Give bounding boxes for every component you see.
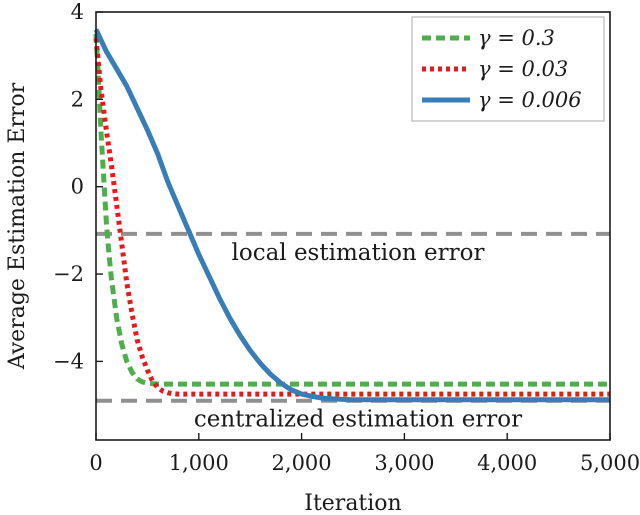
- series-line: [93, 28, 610, 403]
- y-tick-label: −4: [53, 349, 84, 373]
- legend-label: γ = 0.3: [478, 26, 555, 50]
- y-tick-label: 4: [71, 0, 84, 24]
- x-tick-label: 4,000: [477, 451, 537, 475]
- x-tick-label: 1,000: [169, 451, 229, 475]
- legend-label: γ = 0.03: [478, 57, 568, 81]
- legend: γ = 0.3 γ = 0.03 γ = 0.006: [411, 16, 605, 122]
- legend-label: γ = 0.006: [478, 88, 582, 112]
- data-series: [93, 28, 610, 403]
- series-line: [93, 33, 610, 387]
- y-axis-title: Average Estimation Error: [5, 82, 30, 370]
- y-tick-label: −2: [53, 262, 84, 286]
- plot-frame: [95, 11, 611, 441]
- x-tick-label: 3,000: [374, 451, 434, 475]
- x-tick-label: 2,000: [272, 451, 332, 475]
- legend-box: [411, 16, 605, 122]
- y-tick-label: 0: [71, 175, 84, 199]
- reference-line-label: centralized estimation error: [194, 407, 522, 433]
- reference-line-label: local estimation error: [231, 240, 484, 266]
- x-axis-ticks: 0 1,000 2,000 3,000 4,000 5,000: [89, 433, 640, 475]
- x-tick-label: 5,000: [580, 451, 640, 475]
- reference-lines: local estimation error centralized estima…: [96, 231, 610, 433]
- series-line: [93, 37, 610, 397]
- y-axis-ticks: 4 2 0 −2 −4: [53, 0, 103, 373]
- x-axis-title: Iteration: [304, 491, 401, 515]
- y-tick-label: 2: [71, 87, 84, 111]
- x-tick-label: 0: [89, 451, 102, 475]
